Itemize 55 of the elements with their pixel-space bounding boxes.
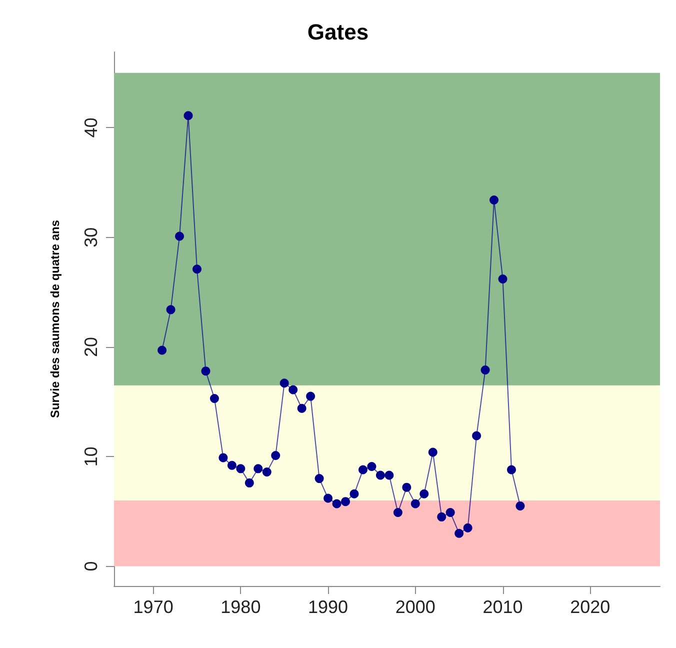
point	[244, 478, 254, 488]
point	[454, 528, 464, 538]
point	[314, 474, 324, 484]
point	[218, 453, 228, 462]
point	[420, 489, 429, 498]
chart-title: Gates	[307, 20, 369, 44]
x-tick-label: 2000	[395, 597, 436, 617]
point	[306, 392, 316, 401]
point	[367, 462, 376, 471]
point	[446, 508, 455, 518]
point	[158, 346, 167, 355]
point	[288, 385, 298, 394]
point	[280, 378, 289, 388]
point	[516, 501, 525, 510]
point	[463, 523, 472, 532]
point	[472, 431, 482, 440]
y-tick-label: 20	[81, 336, 101, 357]
y-tick-label: 40	[81, 118, 101, 138]
point	[192, 264, 202, 274]
y-axis-title: Survie des saumons de quatre ans	[48, 220, 62, 418]
point	[254, 464, 263, 474]
point	[166, 305, 176, 314]
point	[376, 470, 385, 480]
x-tick-label: 2010	[482, 597, 523, 617]
y-tick-label: 0	[81, 561, 101, 572]
point	[480, 365, 490, 374]
point	[384, 470, 394, 480]
point	[184, 111, 193, 120]
point	[498, 274, 508, 284]
point	[227, 460, 236, 470]
y-tick-label: 30	[81, 227, 101, 248]
point	[410, 499, 420, 508]
point	[437, 512, 446, 522]
point	[332, 499, 342, 508]
point	[393, 508, 402, 518]
point	[428, 448, 438, 457]
point	[175, 232, 184, 241]
point	[236, 464, 246, 474]
x-tick-label: 1970	[133, 597, 174, 617]
point	[271, 451, 280, 460]
point	[490, 196, 499, 205]
x-tick-label: 1990	[308, 597, 348, 617]
point	[297, 404, 306, 413]
x-tick-label: 2020	[570, 597, 610, 617]
point	[341, 497, 350, 506]
point	[201, 366, 210, 376]
point	[262, 467, 272, 476]
point	[358, 465, 368, 474]
point	[350, 489, 359, 498]
point	[506, 465, 516, 474]
y-tick-label: 10	[81, 446, 101, 467]
x-tick-label: 1980	[220, 597, 261, 617]
point	[324, 494, 333, 503]
point	[402, 482, 412, 492]
point	[210, 394, 219, 403]
